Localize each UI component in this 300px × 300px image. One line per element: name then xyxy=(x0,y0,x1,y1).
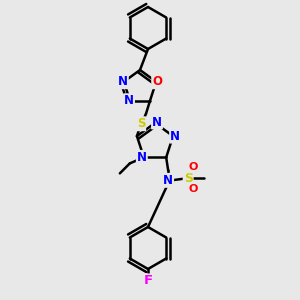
Text: N: N xyxy=(163,174,173,187)
Text: N: N xyxy=(170,130,180,142)
Text: N: N xyxy=(124,94,134,107)
Text: O: O xyxy=(188,162,198,172)
Text: S: S xyxy=(137,117,145,130)
Text: N: N xyxy=(137,151,147,164)
Text: O: O xyxy=(152,75,162,88)
Text: N: N xyxy=(152,116,162,128)
Text: O: O xyxy=(188,184,198,194)
Text: N: N xyxy=(118,75,128,88)
Text: S: S xyxy=(184,172,193,185)
Text: F: F xyxy=(143,274,153,287)
